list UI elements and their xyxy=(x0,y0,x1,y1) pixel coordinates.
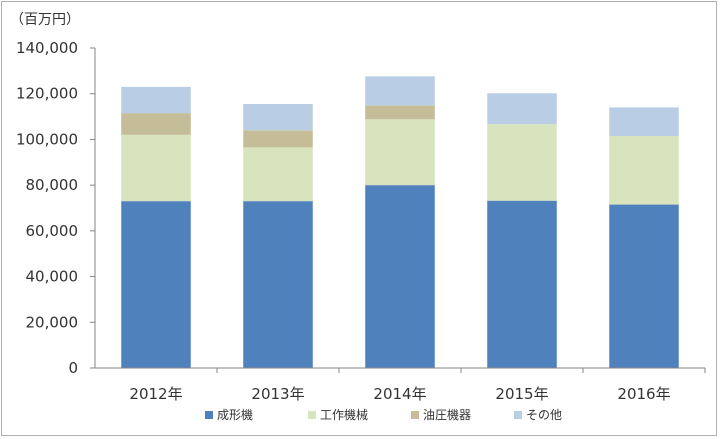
bar-segment xyxy=(243,147,313,202)
bar-segment xyxy=(609,107,679,136)
bar-segment xyxy=(365,105,435,120)
y-tick-label: 0 xyxy=(68,359,78,377)
bar-segment xyxy=(121,86,191,114)
legend-swatch xyxy=(205,411,213,419)
legend-swatch xyxy=(308,411,316,419)
legend-swatch xyxy=(514,411,522,419)
y-tick-label: 140,000 xyxy=(16,39,78,57)
x-tick-label: 2016年 xyxy=(617,385,670,403)
x-tick-label: 2013年 xyxy=(251,385,304,403)
bar-segment xyxy=(365,76,435,106)
unit-label: （百万円） xyxy=(10,12,80,28)
bar-segment xyxy=(609,204,679,368)
legend: 成形機 工作機械 油圧機器 その他 xyxy=(205,407,562,422)
y-tick-label: 80,000 xyxy=(26,176,79,194)
bar-segment xyxy=(121,113,191,135)
y-tick-label: 60,000 xyxy=(26,222,79,240)
legend-label: 工作機械 xyxy=(320,407,368,422)
legend-label: その他 xyxy=(526,408,562,422)
bar-segment xyxy=(365,185,435,368)
legend-swatch xyxy=(411,411,419,419)
bar-segment xyxy=(243,130,313,148)
bar-segment xyxy=(121,134,191,202)
y-tick-label: 40,000 xyxy=(26,268,79,286)
y-tick-label: 120,000 xyxy=(16,85,78,103)
y-axis: 0 20,000 40,000 60,000 80,000 100,000 120,000 1… xyxy=(16,39,96,377)
bar-segment xyxy=(609,136,679,205)
x-tick-label: 2012年 xyxy=(129,385,182,403)
bar-segment xyxy=(487,200,557,368)
bar-segment xyxy=(487,124,557,201)
bar-segment xyxy=(243,104,313,131)
x-tick-label: 2015年 xyxy=(495,385,548,403)
bar-segment xyxy=(121,201,191,368)
y-tick-label: 100,000 xyxy=(16,130,78,148)
bars xyxy=(121,76,679,368)
y-tick-label: 20,000 xyxy=(26,313,79,331)
bar-segment xyxy=(243,201,313,368)
x-axis: 2012年 2013年 2014年 2015年 2016年 xyxy=(95,367,706,403)
legend-label: 油圧機器 xyxy=(423,407,471,422)
x-tick-label: 2014年 xyxy=(373,385,426,403)
bar-segment xyxy=(487,93,557,125)
legend-label: 成形機 xyxy=(217,407,253,422)
bar-segment xyxy=(365,119,435,186)
